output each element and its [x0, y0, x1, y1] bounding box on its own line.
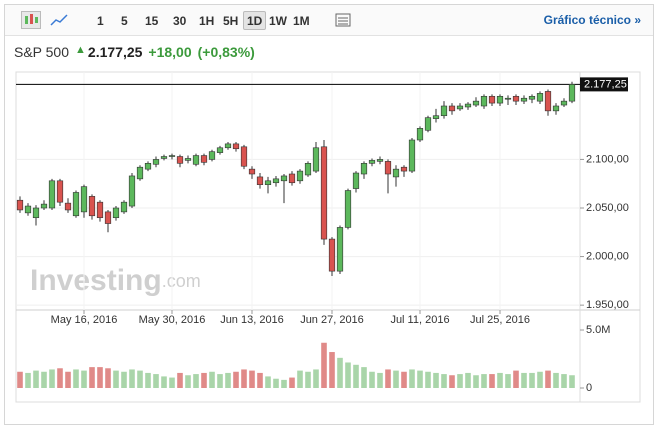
interval-button[interactable]: 1D — [243, 11, 267, 30]
technical-chart-link[interactable]: Gráfico técnico » — [543, 13, 641, 27]
chart-widget: 1 5 15 30 1H 5H 1D 1W 1M Gráfico técnico » — [4, 4, 654, 425]
change: +18,00 — [148, 44, 192, 60]
interval-button[interactable]: 30 — [173, 14, 187, 28]
quote-header: S&P 500 ▲ 2.177,25 +18,00 (+0,83%) — [14, 44, 261, 60]
toolbar: 1 5 15 30 1H 5H 1D 1W 1M Gráfico técnico » — [5, 5, 653, 36]
up-arrow: ▲ — [75, 44, 86, 56]
price: 2.177,25 — [87, 44, 143, 60]
interval-button[interactable]: 1 — [97, 14, 104, 28]
change-pct: (+0,83%) — [197, 44, 255, 60]
instrument-name: S&P 500 — [14, 44, 70, 60]
candle-icon[interactable] — [21, 11, 41, 29]
interval-button[interactable]: 15 — [145, 14, 159, 28]
interval-button[interactable]: 1W — [269, 14, 287, 28]
interval-button[interactable]: 5H — [223, 14, 239, 28]
interval-button[interactable]: 1H — [199, 14, 215, 28]
table-icon[interactable] — [333, 11, 353, 29]
interval-button[interactable]: 5 — [121, 14, 128, 28]
interval-button[interactable]: 1M — [293, 14, 310, 28]
line-icon[interactable] — [49, 11, 69, 29]
